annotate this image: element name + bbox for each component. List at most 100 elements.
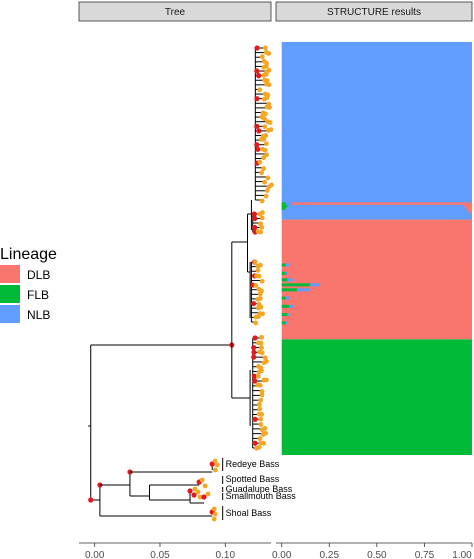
structure-admixed-segment [285, 263, 290, 267]
structure-admixed-segment [466, 207, 472, 211]
structure-admixed-segment [310, 288, 472, 292]
tree-tip [256, 444, 262, 450]
tree-tip [257, 406, 263, 412]
tree-tip [264, 78, 270, 83]
tree-node [251, 211, 257, 217]
tree-node [252, 416, 258, 422]
structure-admixed-segment [289, 296, 472, 300]
tree-tip [258, 296, 263, 301]
tree-node [251, 349, 257, 355]
structure-admixed-segment [310, 283, 320, 287]
tree-node [88, 497, 94, 503]
tree-tip [261, 440, 267, 446]
structure-panel: STRUCTURE results 0.00 0.25 0.50 0.75 1.00 [272, 1, 473, 559]
tree-tip [266, 82, 272, 88]
tree-tip [263, 430, 269, 436]
structure-admixed-segment [281, 278, 288, 282]
tree-tip [258, 304, 264, 310]
tree-node [252, 335, 258, 341]
structure-admixed-segment [281, 204, 288, 208]
structure-admixed-segment [281, 296, 286, 300]
tree-tip [259, 54, 265, 60]
tree-node [252, 224, 258, 231]
tree-node [252, 440, 258, 446]
tree-tip [262, 179, 267, 185]
tree-tip [267, 120, 273, 125]
tree-tip [258, 416, 264, 422]
outgroup-label: Spotted Bass [226, 474, 280, 484]
tree-tip [259, 215, 265, 221]
structure-admixed-segment [464, 204, 472, 208]
tree-tip [211, 516, 217, 522]
tree-tip [195, 489, 201, 495]
tree-strip [78, 1, 272, 22]
outgroup-label: Smallmouth Bass [226, 491, 297, 501]
structure-admixed-segment [285, 202, 292, 206]
tree-node [254, 68, 260, 74]
structure-admixed-segment [293, 304, 472, 308]
tree-tip [255, 373, 261, 379]
tree-tip [258, 397, 264, 403]
structure-x-axis: 0.00 0.25 0.50 0.75 1.00 [272, 542, 473, 559]
outgroup-label: Shoal Bass [226, 508, 272, 518]
structure-strip [275, 1, 473, 22]
tree-tip [258, 229, 264, 235]
structure-strip-title: STRUCTURE results [327, 7, 421, 18]
tree-strip-title: Tree [165, 7, 186, 18]
tree-node [201, 494, 207, 500]
tree-node [254, 45, 260, 51]
tree-tip [199, 477, 205, 483]
structure-admixed-segment [285, 296, 290, 300]
structure-x-tick-label: 0.00 [272, 550, 292, 559]
structure-admixed-segment [281, 202, 286, 206]
tree-tip [259, 278, 265, 284]
tree-tip [263, 193, 269, 199]
tree-tip [259, 368, 264, 374]
tree-node [255, 146, 261, 152]
tree-tip [197, 494, 203, 500]
tree-x-tick-label: 0.00 [85, 550, 105, 559]
tree-tip [262, 425, 268, 431]
tree-tip [192, 486, 198, 492]
structure-admixed-segment [287, 278, 294, 282]
legend: Lineage DLB FLB NLB [0, 246, 57, 323]
structure-admixed-segment [281, 288, 297, 292]
tree-tip [257, 436, 263, 441]
tree-node [250, 300, 257, 307]
structure-admixed-segment [287, 271, 472, 275]
tree-tip [212, 458, 218, 464]
tree-tip [259, 224, 265, 230]
tree-tip [202, 483, 208, 489]
structure-admixed-segment [289, 313, 472, 317]
tree-node [254, 142, 260, 148]
tree-tip [256, 314, 261, 320]
tree-node [209, 461, 215, 467]
tree-tip [259, 170, 265, 176]
structure-admixed-segment [285, 207, 467, 211]
tree-tip [264, 358, 269, 364]
legend-label-flb: FLB [27, 288, 49, 302]
tree-tip [252, 259, 258, 265]
structure-admixed-segment [285, 271, 288, 275]
structure-block-nlb [281, 42, 472, 220]
structure-admixed-segment [293, 278, 472, 282]
tree-tip [257, 382, 263, 388]
tree-tip [268, 127, 274, 133]
tree-tip [259, 198, 265, 204]
tree-node [252, 378, 258, 384]
tree-node [191, 492, 197, 498]
tree-node [252, 215, 258, 222]
tree-tip [266, 51, 272, 56]
tree-tip [262, 45, 268, 51]
tree-tip [257, 87, 263, 93]
outgroup-label: Redeye Bass [226, 459, 280, 469]
tree-node [251, 373, 258, 379]
structure-admixed-segment [281, 283, 311, 287]
structure-admixed-segment [281, 313, 288, 317]
tree-node [254, 123, 260, 129]
tree-tip [261, 166, 267, 171]
legend-key-dlb [0, 265, 20, 283]
tree-tip [263, 141, 269, 147]
